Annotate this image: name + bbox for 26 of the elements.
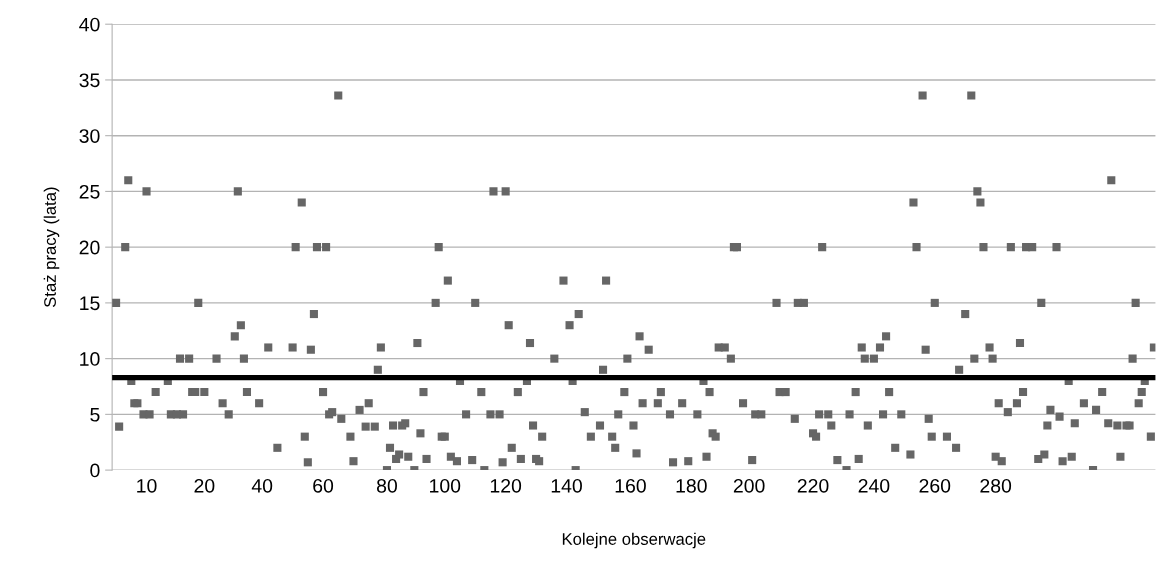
x-tick-label: 160 — [615, 478, 646, 493]
y-tick-label: 10 — [80, 352, 100, 366]
x-tick-label: 140 — [551, 478, 582, 493]
y-tick-label: 0 — [90, 463, 100, 478]
x-tick-label: 220 — [797, 478, 829, 493]
y-tick-label: 5 — [90, 408, 100, 422]
y-tick-label: 40 — [79, 17, 100, 32]
y-tick-label: 35 — [79, 73, 100, 88]
x-tick-label: 20 — [194, 478, 215, 493]
y-tick-label: 25 — [79, 184, 100, 199]
x-tick-label: 40 — [251, 478, 273, 493]
y-tick-label: 20 — [79, 240, 100, 255]
y-axis-title: Staż pracy (lata) — [43, 187, 60, 308]
x-tick-label: 200 — [733, 478, 765, 493]
x-tick-label: 180 — [676, 478, 707, 493]
x-tick-label: 240 — [858, 478, 890, 493]
x-tick-label: 120 — [490, 478, 522, 493]
x-tick-label: 280 — [980, 478, 1012, 493]
x-axis-title: Kolejne obserwacje — [562, 532, 706, 549]
x-tick-label: 60 — [313, 478, 334, 493]
x-tick-label: 260 — [919, 478, 951, 493]
x-tick-label: 80 — [376, 478, 398, 493]
x-tick-label: 10 — [137, 478, 157, 493]
x-tick-label: 100 — [430, 478, 461, 493]
y-tick-label: 15 — [80, 296, 100, 311]
y-tick-label: 30 — [79, 129, 100, 143]
